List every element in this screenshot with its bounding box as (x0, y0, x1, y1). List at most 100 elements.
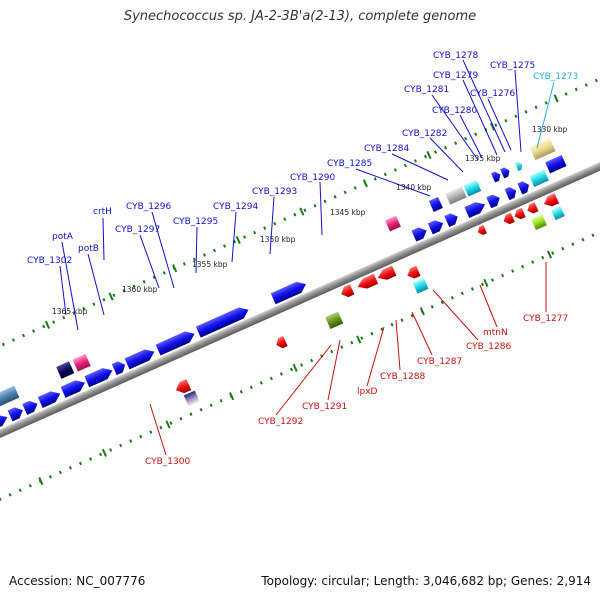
gene-label[interactable]: CYB_1278 (433, 51, 478, 61)
gene-label[interactable]: CYB_1284 (364, 144, 409, 154)
gene-feature[interactable] (174, 379, 192, 396)
topology-text: Topology: circular; Length: 3,046,682 bp… (261, 574, 591, 588)
gene-feature[interactable] (476, 224, 487, 236)
gene-label[interactable]: CYB_1293 (252, 187, 297, 197)
gene-label[interactable]: CYB_1297 (115, 225, 160, 235)
tick-mark (108, 292, 114, 301)
tick-mark (362, 179, 368, 188)
gene-feature[interactable] (514, 160, 524, 172)
tick-mark (101, 448, 107, 457)
gene-label[interactable]: mtnN (483, 328, 508, 338)
leader-line (195, 226, 198, 274)
gene-feature[interactable] (525, 202, 539, 215)
gene-feature[interactable] (545, 155, 567, 174)
gene-feature[interactable] (464, 199, 487, 219)
gene-feature[interactable] (22, 398, 40, 415)
gene-feature[interactable] (355, 273, 379, 292)
leader-line (431, 94, 479, 161)
gene-label[interactable]: CYB_1280 (432, 106, 477, 116)
gene-label[interactable]: CYB_1288 (380, 372, 425, 382)
leader-line (149, 403, 167, 456)
gene-feature[interactable] (270, 279, 309, 305)
gene-feature[interactable] (195, 304, 251, 338)
gene-label[interactable]: CYB_1273 (533, 72, 578, 82)
gene-feature[interactable] (504, 185, 519, 201)
tick-label: 1340 kbp (396, 183, 432, 192)
gene-label[interactable]: CYB_1300 (145, 457, 190, 467)
leader-line (391, 153, 449, 181)
gene-feature[interactable] (274, 335, 288, 350)
leader-line (139, 234, 160, 289)
tick-mark (229, 392, 235, 401)
gene-label[interactable]: CYB_1279 (433, 71, 478, 81)
gene-feature[interactable] (517, 179, 531, 195)
leader-line (462, 59, 506, 153)
leader-line (514, 69, 522, 153)
gene-label[interactable]: CYB_1276 (470, 89, 515, 99)
tick-mark (553, 94, 559, 103)
gene-feature[interactable] (124, 346, 157, 370)
gene-feature[interactable] (529, 169, 549, 187)
gene-label[interactable]: CYB_1292 (258, 417, 303, 427)
gene-label[interactable]: CYB_1285 (327, 159, 372, 169)
gene-label[interactable]: CYB_1275 (490, 61, 535, 71)
gene-feature[interactable] (412, 277, 429, 294)
gene-feature[interactable] (491, 170, 502, 183)
gene-feature[interactable] (339, 284, 355, 299)
gene-feature[interactable] (463, 179, 482, 197)
tick-mark (356, 335, 362, 344)
gene-label[interactable]: potA (52, 232, 74, 242)
leader-line (459, 114, 483, 159)
gene-feature[interactable] (376, 265, 397, 283)
gene-label[interactable]: potB (78, 244, 99, 254)
gene-feature[interactable] (385, 215, 401, 232)
gene-feature[interactable] (7, 405, 26, 422)
gene-label[interactable]: CYB_1286 (466, 342, 511, 352)
map-title: Synechococcus sp. JA-2-3B'a(2-13), compl… (123, 9, 477, 24)
gene-feature[interactable] (411, 225, 429, 242)
gene-label[interactable]: CYB_1290 (290, 173, 335, 183)
gene-feature[interactable] (428, 196, 443, 212)
gene-feature[interactable] (500, 166, 511, 179)
gene-feature[interactable] (531, 214, 547, 230)
gene-feature[interactable] (0, 385, 20, 407)
leader-line (59, 265, 67, 316)
gene-feature[interactable] (56, 361, 75, 379)
gene-label[interactable]: CYB_1294 (213, 202, 258, 212)
gene-feature[interactable] (183, 390, 200, 407)
leader-line (87, 253, 105, 316)
gene-feature[interactable] (325, 311, 344, 330)
gene-label[interactable]: CYB_1281 (404, 85, 449, 95)
gene-feature[interactable] (445, 186, 467, 205)
gene-label[interactable]: crtH (93, 207, 112, 217)
gene-label[interactable]: CYB_1277 (523, 314, 568, 324)
gene-label[interactable]: CYB_1287 (417, 357, 462, 367)
leader-line (536, 81, 555, 149)
gene-feature[interactable] (155, 328, 197, 356)
gene-label[interactable]: CYB_1302 (27, 256, 72, 266)
gene-feature[interactable] (427, 218, 446, 235)
gene-feature[interactable] (502, 212, 515, 226)
gene-label[interactable]: CYB_1296 (126, 202, 171, 212)
gene-feature[interactable] (111, 359, 128, 376)
gene-feature[interactable] (84, 365, 114, 388)
gene-feature[interactable] (486, 192, 502, 209)
gene-feature[interactable] (542, 193, 560, 209)
gene-feature[interactable] (405, 265, 421, 281)
gene-label[interactable]: CYB_1282 (402, 129, 447, 139)
gene-feature[interactable] (444, 211, 460, 228)
gene-feature[interactable] (551, 206, 565, 221)
gene-label[interactable]: CYB_1291 (302, 402, 347, 412)
gene-label[interactable]: CYB_1295 (173, 217, 218, 227)
gene-feature[interactable] (60, 377, 88, 398)
gene-feature[interactable] (37, 388, 63, 408)
gene-feature[interactable] (529, 138, 556, 161)
gene-feature[interactable] (72, 353, 91, 372)
leader-line (61, 241, 79, 331)
leader-line (355, 168, 431, 197)
tick-marks (38, 94, 559, 486)
gene-feature[interactable] (513, 207, 526, 221)
gene-label[interactable]: lpxD (357, 387, 378, 397)
tick-label: 1365 kbp (52, 307, 88, 316)
